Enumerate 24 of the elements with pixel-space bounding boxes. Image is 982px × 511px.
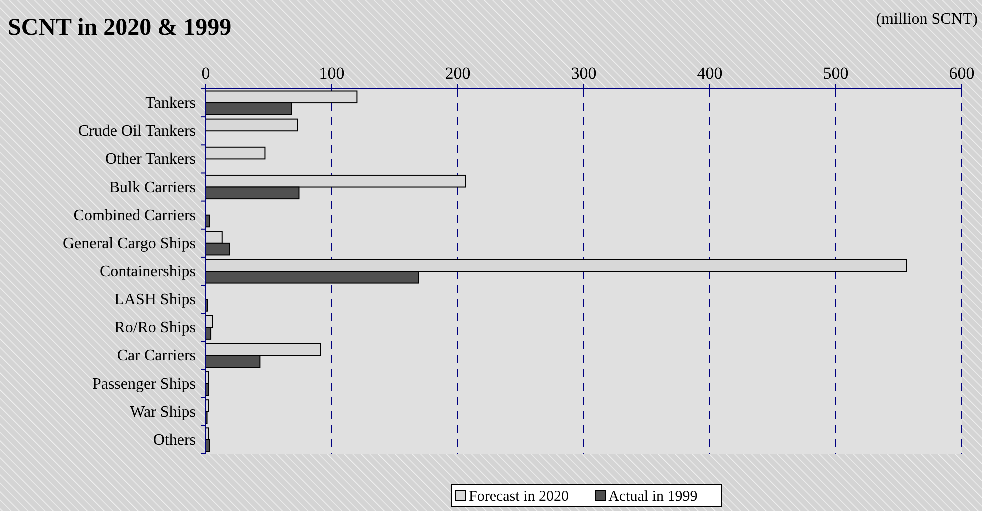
y-tick-label: General Cargo Ships	[62, 235, 196, 252]
x-tick-label: 200	[445, 64, 471, 83]
y-tick-label: War Ships	[130, 404, 196, 421]
y-tick-label: Crude Oil Tankers	[78, 123, 196, 140]
y-tick-label: Other Tankers	[105, 151, 196, 168]
y-tick-label: Combined Carriers	[74, 207, 196, 224]
y-tick-label: Containerships	[100, 264, 196, 280]
y-tick-label: Tankers	[146, 95, 196, 112]
y-tick-label: Car Carriers	[117, 348, 196, 365]
text: (million SCNT)	[876, 11, 978, 28]
x-tick-label: 600	[949, 64, 975, 83]
x-tick-label: 300	[571, 64, 597, 83]
y-tick-label: Ro/Ro Ships	[114, 320, 196, 337]
y-tick-label: LASH Ships	[114, 292, 196, 309]
y-tick-label: Bulk Carriers	[109, 179, 196, 196]
x-tick-label: 0	[202, 64, 210, 83]
x-tick-label: 100	[319, 64, 345, 83]
x-tick-label: 400	[697, 64, 723, 83]
legend-label: Actual in 1999	[608, 489, 698, 505]
y-tick-label: Others	[153, 432, 196, 449]
y-tick-label: Passenger Ships	[92, 376, 196, 393]
chart-title: SCNT in 2020 & 1999	[8, 15, 232, 41]
x-tick-label: 500	[823, 64, 849, 83]
legend-label: Forecast in 2020	[469, 489, 569, 505]
